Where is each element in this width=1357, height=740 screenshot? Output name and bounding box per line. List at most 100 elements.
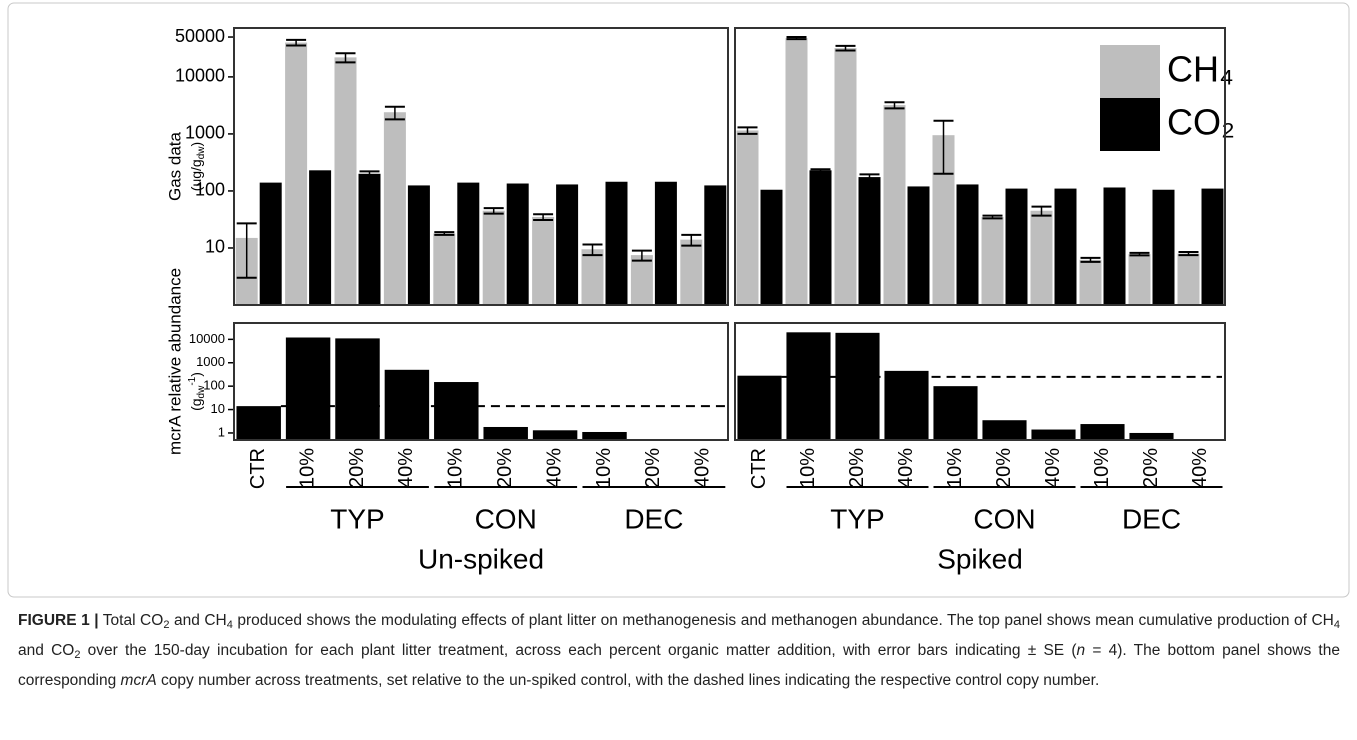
legend-swatch [1100,45,1160,98]
error-bar [236,222,257,279]
bar [933,386,978,440]
error-bar [1031,205,1052,217]
bar [785,38,808,305]
error-bar [810,168,831,173]
group-label: TYP [830,503,884,534]
bar [605,181,628,305]
y-axis-label: mcrA relative abundance [165,268,184,455]
caption-text: and CO [18,642,75,659]
x-tick-label: 20% [494,448,516,488]
bar [786,332,831,440]
y-axis-unit-part: dw [196,385,207,399]
x-tick-label: 10% [296,448,318,488]
x-tick-label: 40% [395,448,417,488]
bar [956,184,979,305]
error-bar [434,231,455,236]
bar [981,216,1004,305]
bar [1005,188,1028,305]
figure-frame [7,2,1350,598]
error-bar [786,36,807,41]
error-bar [533,213,554,221]
bar [1201,188,1224,305]
bar [581,249,604,305]
bar [834,48,857,305]
bar [736,130,759,305]
bar [384,369,430,440]
bar [383,112,406,305]
y-tick-label: 50000 [175,26,225,46]
caption-text: 2 [163,619,170,631]
x-tick-label: CTR [247,448,269,489]
y-tick-label: 10000 [189,331,225,346]
error-bar [1129,251,1150,257]
y-axis-unit-part: ) [188,372,204,377]
legend-swatch [1100,98,1160,151]
x-tick-label: 40% [543,448,565,488]
error-bar [859,173,880,182]
caption-text: over the 150-day incubation for each pla… [80,642,1077,659]
y-axis-unit-part: dw [196,146,207,160]
group-label: CON [475,503,537,534]
bar [982,420,1027,440]
caption-text: 2 [74,649,81,661]
caption-text: n [1076,642,1086,659]
bar [704,185,727,305]
error-bar [933,119,954,175]
x-tick-label: 20% [993,448,1015,488]
bar [582,431,627,440]
bar [506,183,529,305]
group-label: TYP [330,503,384,534]
bar [358,173,381,305]
error-bar [982,214,1003,220]
y-tick-label: 100 [195,180,225,200]
group-label: DEC [624,503,683,534]
error-bar [286,38,307,47]
bar [1080,424,1125,440]
error-bar [483,207,504,215]
x-tick-label: 40% [1042,448,1064,488]
group-label: CON [973,503,1035,534]
y-tick-label: 10 [205,237,225,257]
bar [760,189,783,305]
panel-border [233,322,729,441]
bar [433,233,456,305]
bar [259,182,282,305]
x-tick-label: 20% [642,448,664,488]
bar [1103,187,1126,305]
y-tick-label: 1000 [196,354,225,369]
bar [932,135,955,305]
error-bar [582,243,603,257]
x-tick-label: 20% [846,448,868,488]
bar [309,170,332,305]
error-bar [835,44,856,52]
caption-text: mcrA [120,672,157,689]
bar [335,338,380,440]
bar [407,185,430,305]
x-tick-label: 10% [445,448,467,488]
panel-border [734,322,1226,441]
y-tick-label: 10000 [175,66,225,86]
bar [532,216,555,305]
x-tick-label: 40% [692,448,714,488]
bar [236,406,281,440]
x-tick-label: 40% [1189,448,1211,488]
group-label: DEC [1122,503,1181,534]
bar [482,210,505,305]
caption-text: produced shows the modulating effects of… [232,612,1334,629]
y-axis-unit: (ug/gdw) [188,142,207,191]
error-bar [737,126,758,135]
bar [680,239,703,305]
bar [737,375,782,440]
x-tick-label: 40% [895,448,917,488]
error-bar [384,105,405,121]
x-tick-label: CTR [748,448,770,489]
bar [556,184,579,305]
bar [809,170,832,305]
x-tick-label: 10% [797,448,819,488]
bar [858,177,881,305]
bar [1129,432,1174,440]
bar [1177,253,1200,305]
x-tick-label: 10% [593,448,615,488]
panel-border [233,27,729,306]
caption-text: Total CO [98,612,164,629]
